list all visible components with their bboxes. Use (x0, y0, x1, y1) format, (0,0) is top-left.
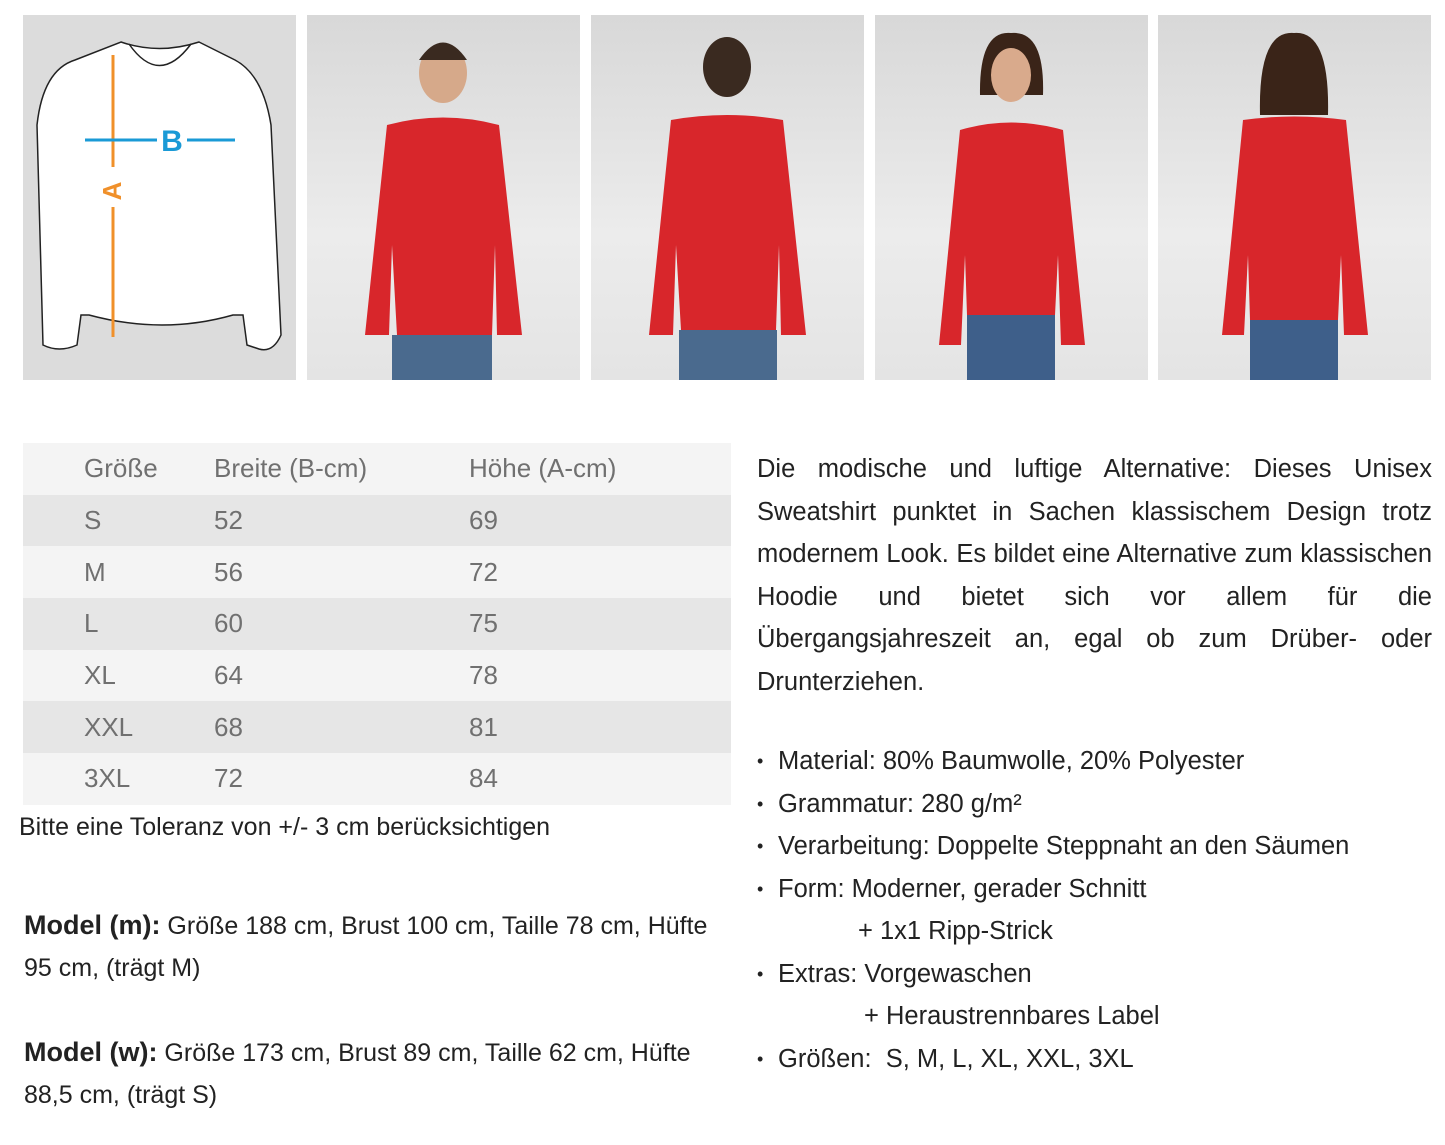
svg-text:B: B (161, 125, 183, 158)
size-table: Größe Breite (B-cm) Höhe (A-cm) S 52 69 M 56 7… (23, 443, 731, 805)
feature-item: Größen: S, M, L, XL, XXL, 3XL (757, 1038, 1349, 1081)
feature-item: Verarbeitung: Doppelte Steppnaht an den … (757, 825, 1349, 868)
tolerance-note: Bitte eine Toleranz von +/- 3 cm berücks… (19, 813, 551, 841)
male-model-front-photo (307, 15, 580, 380)
table-row: 3XL 72 84 (23, 753, 731, 805)
female-model-back-photo (1158, 15, 1431, 380)
female-model-front-photo (875, 15, 1148, 380)
table-row: XL 64 78 (23, 649, 731, 702)
header-size: Größe (84, 453, 158, 484)
table-row: S 52 69 (23, 494, 731, 547)
table-row: L 60 75 (23, 598, 731, 650)
feature-list: Material: 80% Baumwolle, 20% Polyester G… (757, 740, 1349, 1080)
table-header: Größe Breite (B-cm) Höhe (A-cm) (23, 443, 731, 495)
feature-item: Form: Moderner, gerader Schnitt+ 1x1 Rip… (757, 868, 1349, 953)
product-description: Die modische und luftige Alternative: Di… (757, 455, 1432, 696)
model-w-info: Model (w): Größe 173 cm, Brust 89 cm, Ta… (24, 1037, 691, 1109)
header-width: Breite (B-cm) (214, 453, 368, 484)
male-model-back-photo (591, 15, 864, 380)
table-row: M 56 72 (23, 546, 731, 599)
feature-item: Material: 80% Baumwolle, 20% Polyester (757, 740, 1349, 783)
svg-text:A: A (97, 181, 127, 200)
header-height: Höhe (A-cm) (469, 453, 617, 484)
feature-item: Grammatur: 280 g/m² (757, 783, 1349, 826)
model-m-info: Model (m): Größe 188 cm, Brust 100 cm, T… (24, 910, 708, 982)
feature-item: Extras: Vorgewaschen+ Heraustrennbares L… (757, 953, 1349, 1038)
table-row: XXL 68 81 (23, 701, 731, 754)
size-diagram: A B (23, 15, 296, 380)
